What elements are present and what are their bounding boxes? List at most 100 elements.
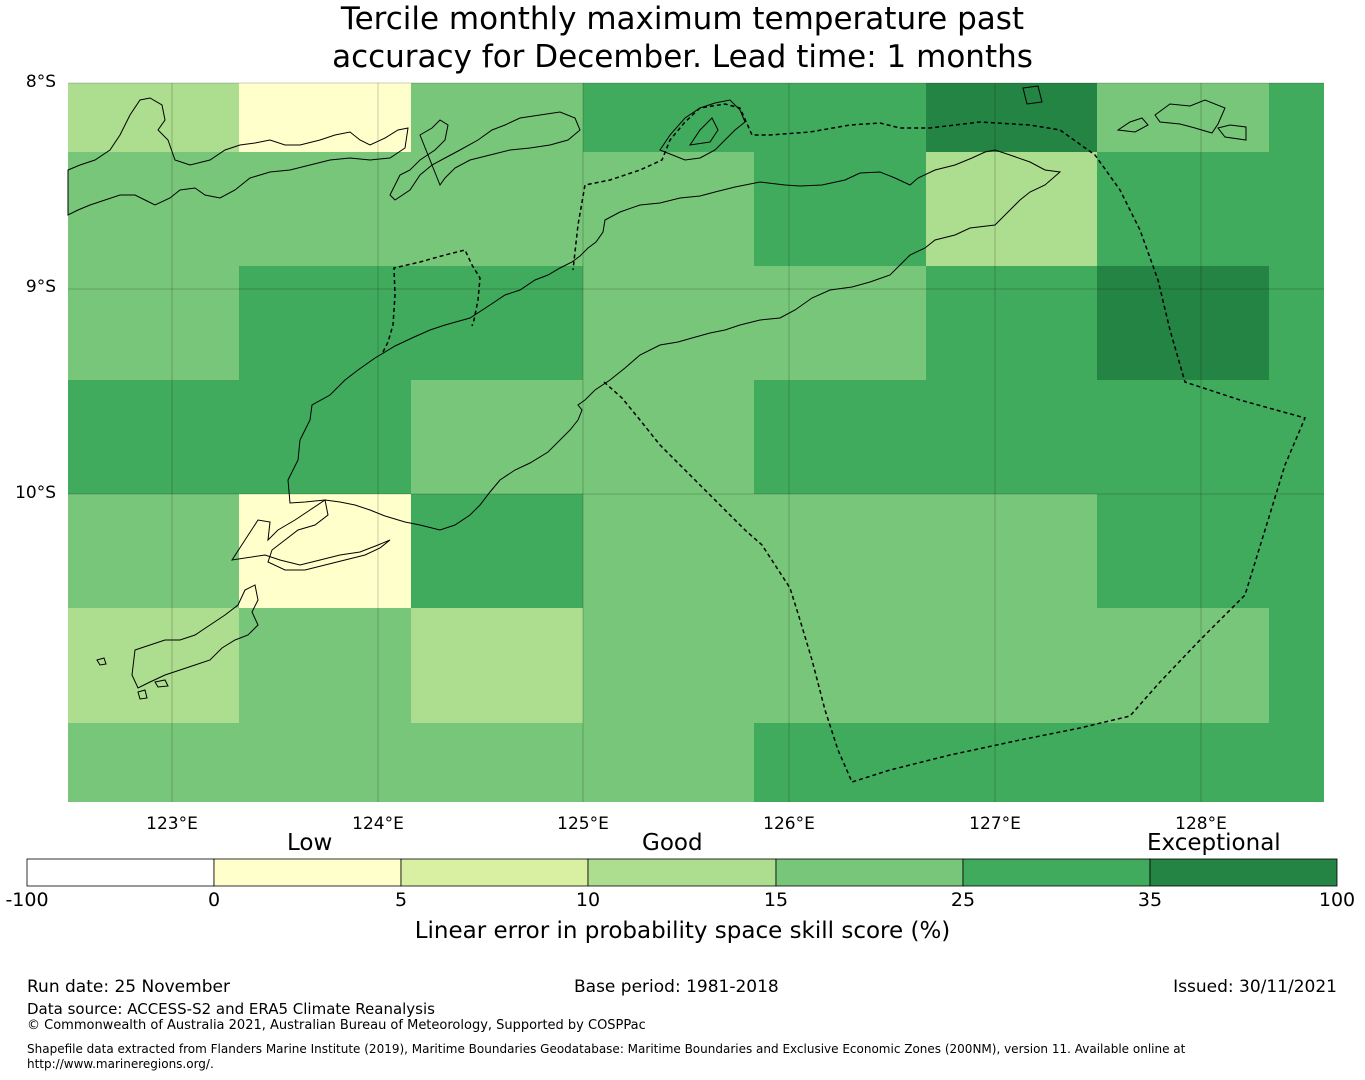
grid-cell	[926, 266, 1097, 380]
data-source: Data source: ACCESS-S2 and ERA5 Climate …	[27, 1000, 435, 1018]
grid-cell	[1269, 266, 1324, 380]
grid-cell	[1269, 152, 1324, 266]
grid-cell	[926, 723, 1097, 802]
grid-cell	[68, 83, 239, 152]
colorbar-label: Linear error in probability space skill …	[414, 918, 951, 944]
colorbar-block	[26, 858, 215, 887]
grid-cell	[583, 83, 754, 152]
grid-cell	[926, 608, 1097, 723]
cb-tick-0: -100	[5, 889, 49, 911]
colorbar-block	[962, 858, 1151, 887]
grid-cell	[1097, 608, 1269, 723]
grid-cell	[68, 723, 239, 802]
grid-cell	[583, 266, 754, 380]
title-line-2: accuracy for December. Lead time: 1 mont…	[332, 39, 1033, 75]
grid-cell	[754, 266, 926, 380]
category-exceptional: Exceptional	[1147, 830, 1281, 856]
cb-tick-7: 100	[1318, 889, 1356, 911]
grid-cell	[583, 494, 754, 608]
grid-cell	[239, 380, 411, 494]
colorbar-block	[587, 858, 777, 887]
north-island-coastline-2	[389, 111, 581, 201]
grid-cell	[411, 723, 583, 802]
savu-coastline	[131, 584, 259, 689]
grid-cell	[411, 380, 583, 494]
grid-cell	[926, 83, 1097, 152]
issued-date: Issued: 30/11/2021	[1173, 977, 1337, 997]
grid-cell	[754, 83, 926, 152]
skill-grid	[68, 83, 1324, 802]
copyright: © Commonwealth of Australia 2021, Austra…	[27, 1018, 646, 1033]
grid-cell	[754, 608, 926, 723]
lon-label-125e: 125°E	[557, 814, 609, 834]
lat-label-9s: 9°S	[25, 277, 56, 297]
cb-tick-1: 0	[207, 889, 221, 911]
moa-coastline	[1217, 124, 1247, 141]
tiny-island-1	[96, 657, 107, 666]
base-period: Base period: 1981-2018	[574, 977, 779, 997]
run-date: Run date: 25 November	[27, 977, 230, 997]
atauro-coastline	[688, 117, 719, 146]
lon-label-127e: 127°E	[969, 814, 1021, 834]
chart-title: Tercile monthly maximum temperature past…	[0, 0, 1365, 76]
maritime-boundaries	[382, 103, 1307, 783]
grid-cell	[1097, 266, 1269, 380]
cb-tick-4: 15	[763, 889, 789, 911]
cb-tick-2: 5	[394, 889, 408, 911]
grid-cell	[754, 723, 926, 802]
grid-cell	[1269, 608, 1324, 723]
grid-cell	[239, 266, 411, 380]
leti-coastline	[1154, 99, 1226, 134]
cb-tick-6: 35	[1137, 889, 1163, 911]
grid-cell	[411, 494, 583, 608]
shapefile-credit-1: Shapefile data extracted from Flanders M…	[27, 1042, 1186, 1056]
grid-cell	[68, 152, 239, 266]
colorbar-block	[400, 858, 589, 887]
grid-cell	[1269, 83, 1324, 152]
kisar-coastline	[1116, 117, 1149, 133]
title-line-1: Tercile monthly maximum temperature past	[340, 1, 1025, 37]
grid-cell	[1097, 380, 1269, 494]
grid-cell	[583, 152, 754, 266]
grid-cell	[1097, 83, 1269, 152]
grid-cell	[1097, 494, 1269, 608]
grid-cell	[1269, 494, 1324, 608]
oecusse-eez	[382, 249, 481, 353]
grid-cell	[1097, 723, 1269, 802]
colorbar-blocks	[26, 858, 1338, 887]
grid-cell	[926, 380, 1097, 494]
colorbar-block	[213, 858, 402, 887]
grid-cell	[68, 494, 239, 608]
grid-cell	[1269, 723, 1324, 802]
wetar-coastline	[659, 99, 746, 161]
cb-tick-5: 25	[950, 889, 976, 911]
colorbar-block	[775, 858, 964, 887]
grid-cell	[239, 152, 411, 266]
grid-cell	[411, 152, 583, 266]
grid-cell	[68, 266, 239, 380]
cb-tick-3: 10	[575, 889, 601, 911]
lon-label-128e: 128°E	[1175, 814, 1227, 834]
timor-coastline	[287, 149, 1062, 531]
lon-label-126e: 126°E	[763, 814, 815, 834]
grid-cell	[68, 608, 239, 723]
grid-cell	[411, 266, 583, 380]
category-good: Good	[642, 830, 703, 856]
small-island-north	[1022, 85, 1043, 105]
timor-leste-eez-main	[572, 103, 1307, 783]
category-low: Low	[287, 830, 333, 856]
shapefile-credit-2: http://www.marineregions.org/.	[27, 1057, 214, 1071]
lat-label-8s: 8°S	[25, 72, 56, 92]
tiny-island-2	[137, 689, 148, 700]
grid-cell	[583, 723, 754, 802]
north-island-coastline-1	[67, 97, 409, 216]
lon-label-124e: 124°E	[352, 814, 404, 834]
grid-cell	[754, 380, 926, 494]
grid-cell	[926, 494, 1097, 608]
tiny-island-3	[154, 679, 169, 688]
grid-cell	[239, 494, 411, 608]
graticule	[68, 82, 1324, 802]
lat-label-10s: 10°S	[15, 483, 56, 503]
